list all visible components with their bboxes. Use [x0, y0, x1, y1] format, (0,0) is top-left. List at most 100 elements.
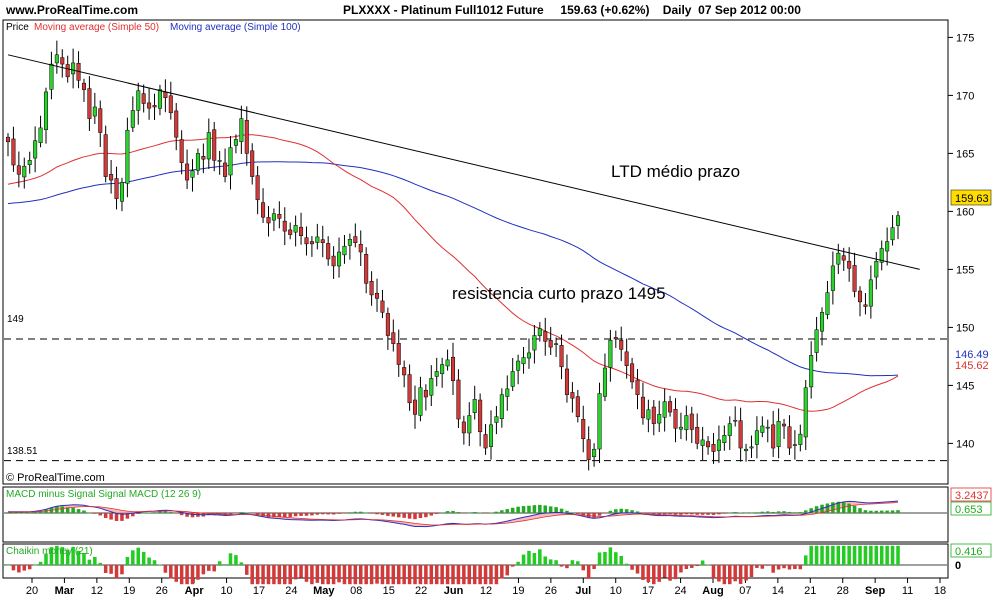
macd-histogram-bar [369, 513, 374, 514]
macd-histogram-bar [543, 505, 548, 513]
candle-body [516, 360, 521, 371]
macd-histogram-bar [445, 511, 450, 513]
macd-histogram-bar [288, 513, 292, 517]
chaikin-bar [565, 565, 569, 569]
candle-body [651, 406, 656, 424]
chaikin-bar [299, 565, 303, 578]
chaikin-bar [364, 565, 368, 585]
chaikin-bar [510, 565, 515, 567]
candle-body [461, 421, 466, 434]
macd-histogram-bar [310, 513, 314, 516]
chaikin-bar [505, 565, 510, 576]
chaikin-bar [386, 565, 390, 585]
macd-tag-1 [950, 487, 992, 502]
candle-body [700, 439, 705, 446]
candle-body [478, 399, 483, 433]
chaikin-bar [255, 565, 260, 585]
candle-body [54, 54, 59, 64]
chaikin-bar [320, 565, 325, 585]
chaikin-bar [272, 565, 276, 585]
chaikin-bar [125, 557, 130, 565]
candle-body [640, 396, 645, 419]
candle-body [38, 127, 43, 143]
macd-histogram-bar [424, 513, 428, 518]
candle-body [353, 236, 358, 243]
macd-histogram-bar [87, 512, 92, 514]
candle-body [798, 433, 803, 445]
macd-histogram-bar [679, 513, 683, 515]
candle-body [402, 367, 407, 376]
candle-body [521, 357, 526, 365]
macd-histogram-bar [60, 506, 65, 513]
last-price-tag-label: 159.63 [955, 193, 989, 205]
macd-histogram-bar [326, 513, 330, 515]
candle-body [288, 229, 293, 235]
last-price: 159.63 (+0.62%) [560, 3, 650, 17]
macd-histogram-bar [852, 505, 857, 513]
candle-body [299, 226, 304, 237]
macd-histogram-bar [798, 512, 803, 513]
title-bar: www.ProRealTime.com PLXXXX - Platinum Fu… [0, 0, 1000, 20]
chaikin-bar [679, 565, 683, 573]
candle-body [315, 236, 320, 243]
macd-histogram-bar [673, 513, 678, 515]
chaikin-bar [841, 545, 846, 565]
macd-histogram-bar [500, 510, 504, 513]
chaikin-bar [103, 565, 108, 573]
macd-histogram-bar [250, 513, 254, 514]
macd-histogram-bar [141, 512, 146, 514]
chaikin-bar [369, 565, 374, 585]
macd-histogram-bar [163, 511, 168, 513]
site-name: www.ProRealTime.com [6, 3, 139, 17]
chaikin-bar [201, 565, 206, 575]
candle-body [233, 139, 238, 146]
macd-histogram-bar [706, 513, 710, 515]
candle-body [646, 409, 651, 420]
candle-body [320, 239, 325, 243]
chaikin-bar [847, 545, 851, 565]
chaikin-bar [668, 565, 672, 581]
candle-body [575, 396, 580, 417]
chaikin-bar [163, 565, 168, 573]
chaikin-bar [896, 545, 900, 565]
chaikin-bar [293, 565, 298, 580]
macd-histogram-bar [489, 512, 493, 514]
macd-histogram-bar [283, 513, 287, 518]
candle-body [147, 102, 152, 109]
candle-body [711, 444, 716, 452]
macd-histogram-bar [386, 513, 390, 516]
macd-histogram-bar [245, 512, 249, 514]
macd-histogram-bar [722, 513, 727, 514]
watermark: © ProRealTime.com [6, 472, 105, 484]
chaikin-bar [223, 564, 227, 565]
candle-body [152, 105, 157, 108]
candle-body [423, 389, 428, 398]
macd-histogram-bar [516, 506, 520, 513]
level-149-label: 149 [7, 314, 24, 325]
y-tick-label: 140 [956, 438, 974, 450]
ma50-tag-label: 145.62 [955, 360, 989, 372]
chaikin-bar [831, 545, 835, 565]
candle-body [396, 343, 401, 365]
candle-body [65, 64, 70, 78]
candle-body [874, 261, 879, 278]
chaikin-bar [337, 565, 341, 583]
macd-histogram-bar [592, 513, 596, 518]
chaikin-bar [87, 559, 92, 565]
chaikin-bar [793, 565, 797, 569]
candle-body [60, 57, 65, 65]
macd-signal-line [7, 502, 899, 526]
chaikin-bar [538, 549, 542, 565]
chaikin-bar [391, 565, 396, 585]
macd-histogram-bar [690, 513, 694, 515]
last-price-tag [950, 189, 992, 206]
chaikin-bar [342, 565, 347, 585]
chaikin-bar [576, 561, 580, 565]
candle-body [16, 165, 21, 175]
candle-body [559, 345, 564, 368]
chaikin-bar [326, 565, 330, 585]
chaikin-bar [120, 565, 124, 575]
candle-body [868, 279, 873, 307]
macd-histogram-bar [348, 512, 352, 513]
